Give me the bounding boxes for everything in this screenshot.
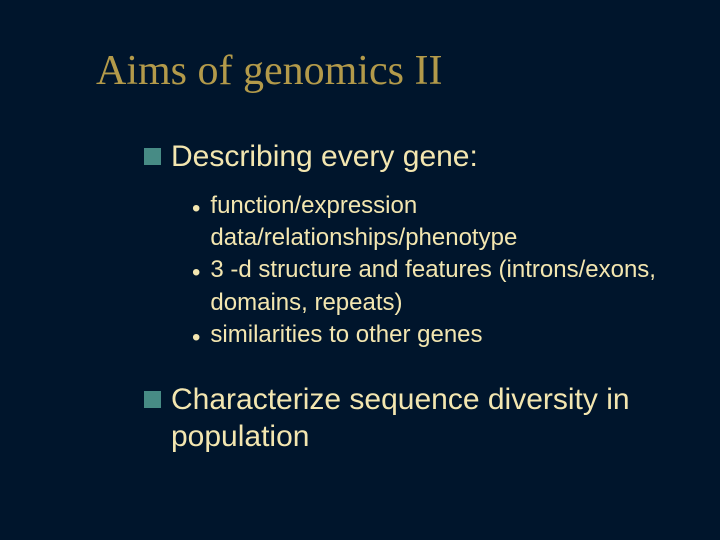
square-bullet-icon [144, 391, 161, 408]
list-item-text: 3 -d structure and features (introns/exo… [210, 254, 672, 319]
section: Characterize sequence diversity in popul… [96, 381, 672, 456]
section-heading: Characterize sequence diversity in popul… [144, 381, 672, 456]
slide: Aims of genomics II Describing every gen… [0, 0, 720, 540]
dot-bullet-icon: • [192, 257, 200, 289]
list-item-text: function/expression data/relationships/p… [210, 190, 672, 255]
section-heading-text: Characterize sequence diversity in popul… [171, 381, 672, 456]
section-heading-text: Describing every gene: [171, 138, 478, 176]
list-item: • 3 -d structure and features (introns/ex… [192, 254, 672, 319]
dot-bullet-icon: • [192, 193, 200, 225]
list-item: • similarities to other genes [192, 319, 672, 354]
sub-list: • function/expression data/relationships/… [192, 190, 672, 355]
list-item: • function/expression data/relationships/… [192, 190, 672, 255]
section: Describing every gene: • function/expressi… [96, 138, 672, 354]
dot-bullet-icon: • [192, 322, 200, 354]
section-heading: Describing every gene: [144, 138, 672, 176]
content-area: Describing every gene: • function/expressi… [96, 138, 672, 455]
square-bullet-icon [144, 148, 161, 165]
slide-title: Aims of genomics II [96, 48, 672, 94]
list-item-text: similarities to other genes [210, 319, 482, 351]
